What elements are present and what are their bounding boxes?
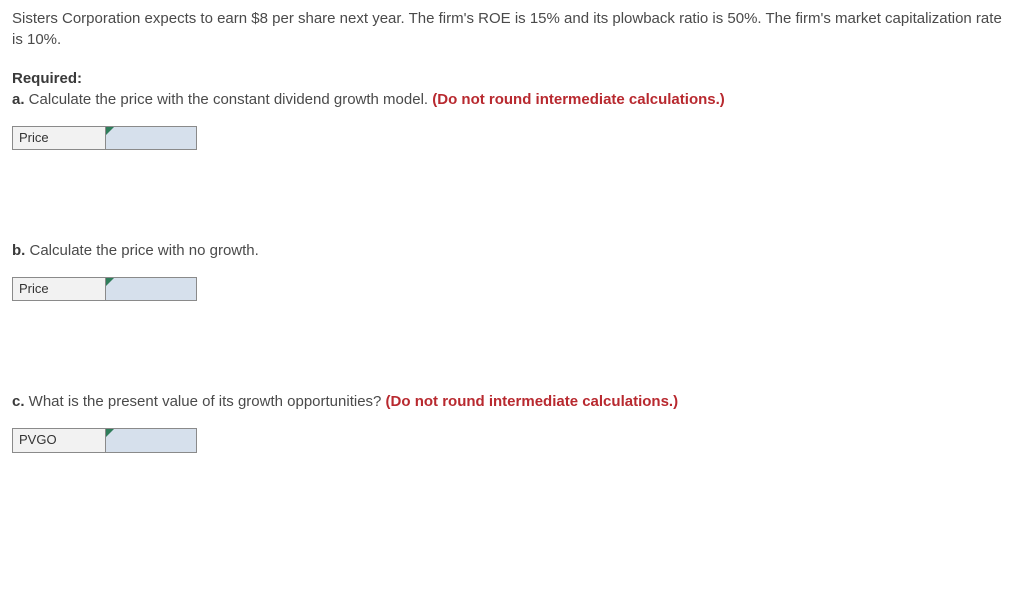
part-c-label: c. (12, 393, 25, 410)
required-section: Required: a. Calculate the price with th… (12, 68, 1012, 110)
part-a-field-label: Price (13, 127, 106, 150)
corner-tab-icon (106, 429, 114, 437)
part-c-input-table: PVGO (12, 428, 197, 452)
part-c-note: (Do not round intermediate calculations.… (386, 393, 679, 410)
part-a-text: Calculate the price with the constant di… (25, 91, 433, 108)
part-c-input-cell[interactable] (106, 429, 197, 452)
corner-tab-icon (106, 127, 114, 135)
part-a-input-cell[interactable] (106, 127, 197, 150)
part-a-prompt: a. Calculate the price with the constant… (12, 89, 1012, 110)
part-c-field-label: PVGO (13, 429, 106, 452)
part-b-prompt: b. Calculate the price with no growth. (12, 240, 1012, 261)
pvgo-input[interactable] (106, 429, 196, 451)
price-input-b[interactable] (106, 278, 196, 300)
part-b-text: Calculate the price with no growth. (25, 242, 258, 259)
table-row: Price (13, 127, 197, 150)
price-input-a[interactable] (106, 127, 196, 149)
part-c-prompt: c. What is the present value of its grow… (12, 391, 1012, 412)
part-a-input-table: Price (12, 126, 197, 150)
corner-tab-icon (106, 278, 114, 286)
part-b-label: b. (12, 242, 25, 259)
problem-intro: Sisters Corporation expects to earn $8 p… (12, 8, 1012, 50)
part-c-text: What is the present value of its growth … (25, 393, 386, 410)
part-a-note: (Do not round intermediate calculations.… (432, 91, 725, 108)
part-b-input-cell[interactable] (106, 278, 197, 301)
part-b-input-table: Price (12, 277, 197, 301)
table-row: Price (13, 278, 197, 301)
table-row: PVGO (13, 429, 197, 452)
part-b-field-label: Price (13, 278, 106, 301)
required-label: Required: (12, 70, 82, 87)
part-a-label: a. (12, 91, 25, 108)
